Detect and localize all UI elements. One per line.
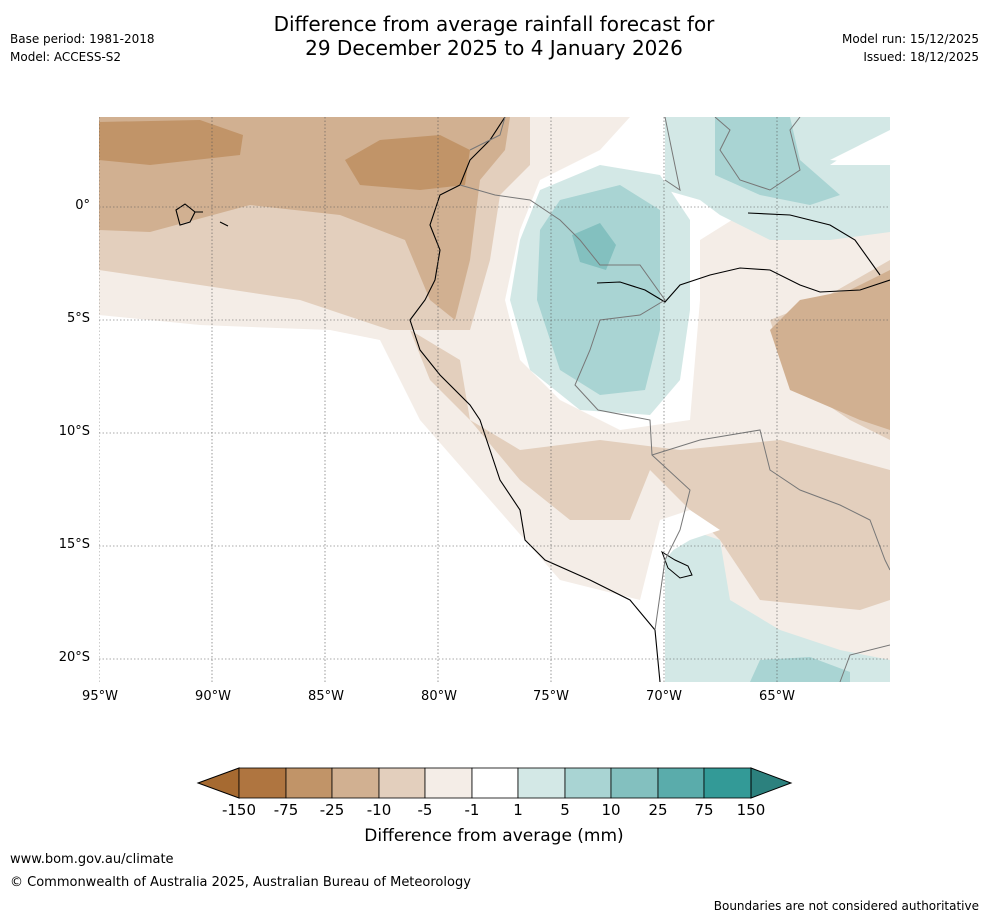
colorbar-tick: 25 (648, 801, 668, 819)
map-title: Difference from average rainfall forecas… (0, 12, 988, 60)
colorbar-bin-m25-m10 (331, 767, 380, 799)
lon-label-90w: 90°W (195, 689, 231, 704)
contour-white-ne (830, 135, 890, 165)
colorbar-tick: -150 (221, 801, 257, 819)
contour-m10-m5-south (410, 330, 890, 610)
colorbar-bin-m1-p1 (471, 767, 519, 799)
title-line-1: Difference from average rainfall forecas… (273, 12, 715, 36)
model-name: Model: ACCESS-S2 (10, 50, 122, 64)
colorbar-tick: -75 (273, 801, 299, 819)
colorbar-bin-m10-m5 (378, 767, 426, 799)
lon-label-65w: 65°W (759, 689, 795, 704)
footer-url[interactable]: www.bom.gov.au/climate (10, 852, 174, 867)
lon-label-95w: 95°W (82, 689, 118, 704)
colorbar-bin-m5-m1 (424, 767, 473, 799)
footer-copyright: © Commonwealth of Australia 2025, Austra… (10, 875, 471, 890)
colorbar-bin-p75-p150 (703, 767, 752, 799)
colorbar-bin-lt-m75 (238, 767, 287, 799)
colorbar-tick: -10 (366, 801, 392, 819)
title-line-2: 29 December 2025 to 4 January 2026 (305, 36, 683, 60)
model-run: Model run: 15/12/2025 (841, 32, 979, 46)
lat-label-10s: 10°S (58, 424, 90, 439)
colorbar-tick: 150 (736, 801, 766, 819)
graticule (99, 117, 890, 682)
river-north (747, 212, 881, 276)
colorbar-tick: 5 (560, 801, 570, 819)
colorbar-bin-p1-p5 (517, 767, 566, 799)
contour-m75-m25 (99, 120, 243, 165)
coastline (409, 117, 661, 682)
colorbar-bin-p25-p75 (657, 767, 705, 799)
lon-label-80w: 80°W (421, 689, 457, 704)
issued-date: Issued: 18/12/2025 (863, 50, 979, 64)
colorbar-tick: 10 (601, 801, 621, 819)
colorbar-extend-high (750, 767, 793, 799)
colorbar-extend-low (196, 767, 240, 799)
lon-label-70w: 70°W (646, 689, 682, 704)
contour-p5-p10-ne (715, 117, 840, 205)
colorbar-tick: -1 (464, 801, 480, 819)
contour-white-s (660, 510, 720, 555)
contour-p5-p10 (537, 185, 660, 395)
lat-label-0: 0° (75, 198, 90, 213)
contour-p10-p25 (572, 223, 616, 270)
colorbar-tick: -25 (319, 801, 345, 819)
colorbar-tick: 75 (694, 801, 714, 819)
lon-label-85w: 85°W (308, 689, 344, 704)
contour-m25-m10-east (770, 270, 890, 430)
colorbar (196, 767, 793, 799)
footer-disclaimer: Boundaries are not considered authoritat… (713, 899, 979, 913)
lat-label-15s: 15°S (58, 537, 90, 552)
lon-label-75w: 75°W (533, 689, 569, 704)
river-amazon (596, 267, 890, 303)
colorbar-bin-p5-p10 (564, 767, 612, 799)
meta-left: Base period: 1981-2018 Model: ACCESS-S2 (10, 30, 155, 66)
lat-label-20s: 20°S (58, 650, 90, 665)
contour-p5-p10-s (750, 657, 850, 682)
lat-label-5s: 5°S (66, 311, 90, 326)
colorbar-tick: 1 (513, 801, 523, 819)
meta-right: Model run: 15/12/2025 Issued: 18/12/2025 (842, 30, 979, 66)
lake-titicaca (661, 550, 693, 579)
galapagos (175, 203, 229, 227)
colorbar-tick: -5 (417, 801, 433, 819)
colorbar-bin-m75-m25 (285, 767, 333, 799)
colorbar-label: Difference from average (mm) (364, 826, 624, 846)
contour-m75-m25-b (345, 135, 470, 190)
rainfall-anomaly-field (99, 117, 890, 682)
colorbar-bin-p10-p25 (610, 767, 659, 799)
base-period: Base period: 1981-2018 (10, 32, 155, 46)
contour-p1-p5-s (665, 530, 890, 682)
